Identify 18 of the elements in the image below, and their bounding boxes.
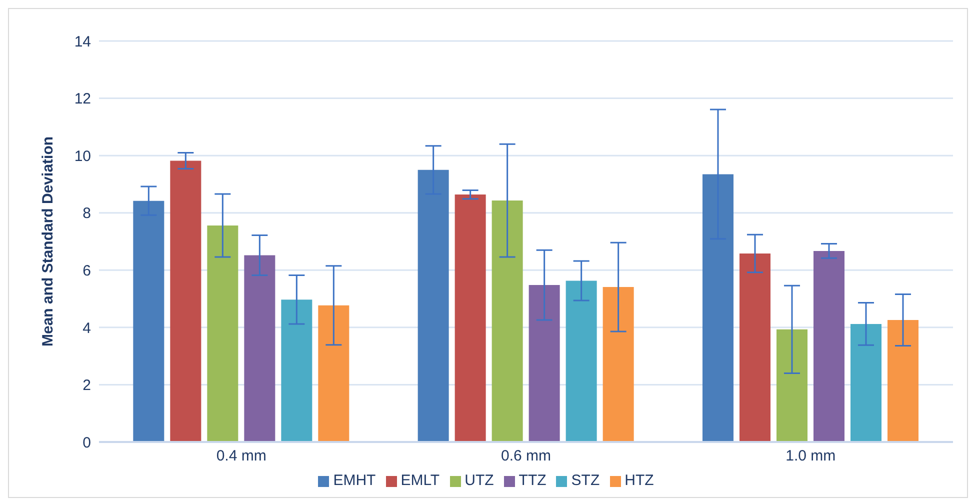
x-tick-label: 0.6 mm bbox=[500, 448, 552, 465]
y-tick-label: 6 bbox=[82, 262, 91, 280]
y-tick-label: 10 bbox=[74, 148, 91, 165]
legend-label: UTZ bbox=[464, 472, 494, 489]
y-axis-title: Mean and Standard Deviation bbox=[39, 136, 56, 347]
x-tick-label: 1.0 mm bbox=[786, 448, 836, 465]
legend-label: TTZ bbox=[518, 472, 546, 489]
y-tick-label: 12 bbox=[74, 90, 91, 108]
y-tick-label: 4 bbox=[82, 320, 91, 337]
legend-label: HTZ bbox=[624, 472, 654, 489]
legend-label: EMHT bbox=[333, 472, 376, 489]
y-tick-label: 8 bbox=[82, 205, 91, 222]
y-tick-label: 14 bbox=[74, 33, 91, 50]
legend-label: EMLT bbox=[400, 472, 440, 489]
legend-label: STZ bbox=[571, 472, 600, 489]
y-tick-label: 2 bbox=[82, 377, 91, 394]
x-tick-label: 0.4 mm bbox=[216, 448, 266, 465]
y-tick-label: 0 bbox=[82, 434, 91, 452]
